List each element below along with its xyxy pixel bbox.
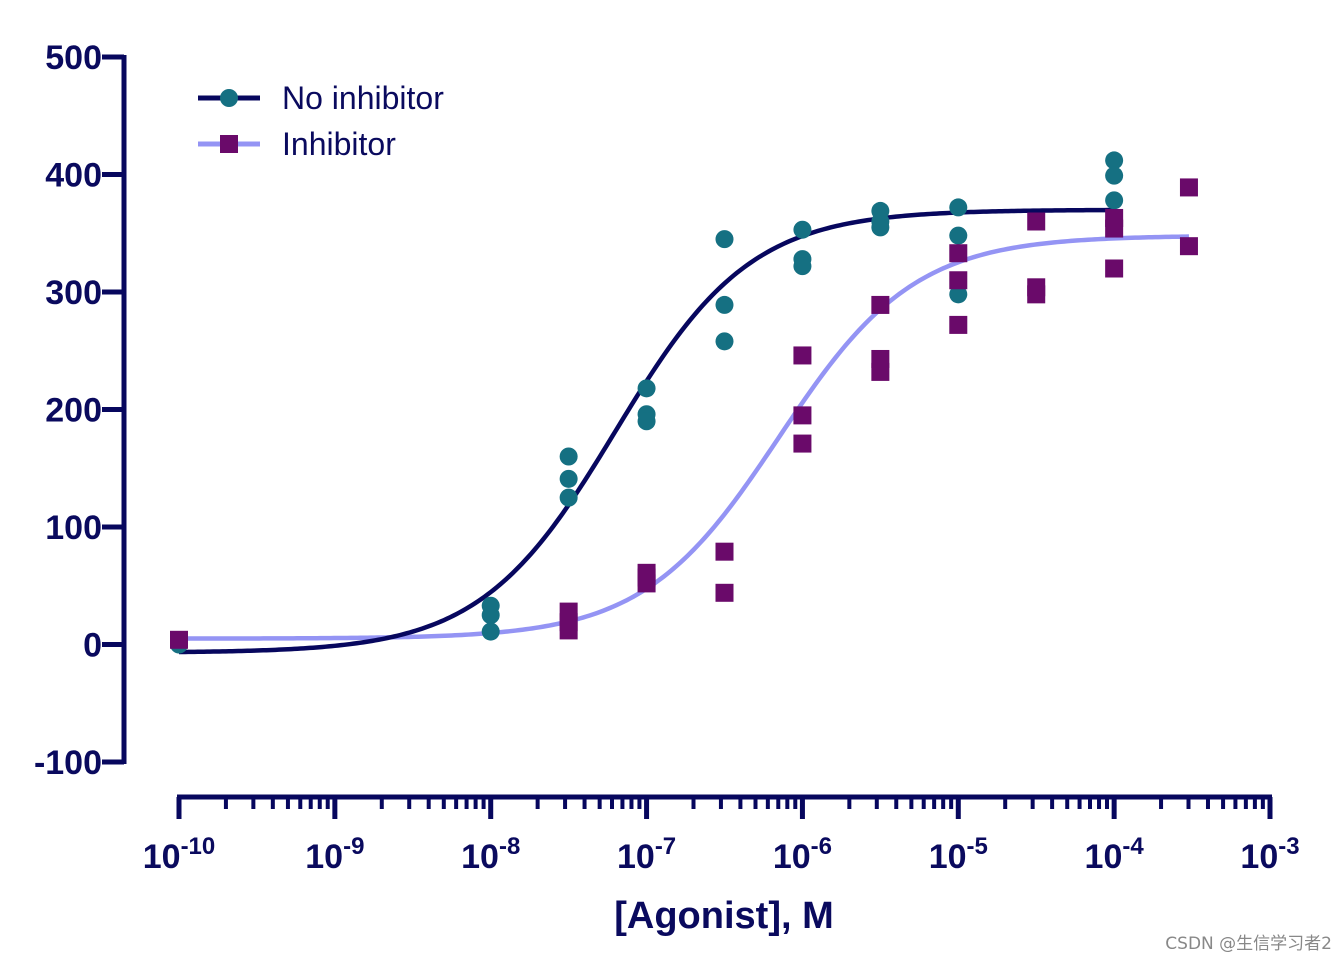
x-tick-base: 10 (305, 838, 343, 876)
point-no-inhibitor (1105, 151, 1124, 170)
point-no-inhibitor (559, 488, 578, 507)
x-tick-base: 10 (1085, 838, 1123, 876)
point-no-inhibitor (1105, 191, 1124, 210)
point-no-inhibitor (949, 285, 968, 304)
point-no-inhibitor (715, 332, 734, 351)
point-inhibitor (1179, 178, 1198, 197)
y-tick-label: 200 (45, 392, 102, 430)
fit-curves (178, 207, 1189, 655)
legend: No inhibitor Inhibitor (198, 80, 444, 162)
point-inhibitor (793, 346, 812, 365)
point-inhibitor (1105, 259, 1124, 278)
x-tick-exponent: -7 (655, 833, 676, 860)
x-tick-label: 10-3 (1240, 833, 1299, 876)
legend-label-inhibitor: Inhibitor (282, 126, 396, 162)
point-inhibitor (949, 315, 968, 334)
point-inhibitor (559, 621, 578, 640)
x-tick-base: 10 (1240, 838, 1278, 876)
point-no-inhibitor (559, 447, 578, 466)
x-tick-exponent: -10 (181, 833, 216, 860)
x-tick-base: 10 (143, 838, 181, 876)
point-no-inhibitor (1105, 166, 1124, 185)
point-no-inhibitor (559, 469, 578, 488)
point-inhibitor (793, 434, 812, 453)
point-no-inhibitor (949, 198, 968, 217)
y-tick-label: -100 (34, 744, 102, 782)
x-tick-label: 10-8 (461, 833, 520, 876)
x-tick-base: 10 (461, 838, 499, 876)
point-inhibitor (1105, 219, 1124, 238)
x-tick-label: 10-7 (617, 833, 676, 876)
legend-label-no-inhibitor: No inhibitor (282, 80, 444, 116)
x-tick-base: 10 (929, 838, 967, 876)
point-inhibitor (1179, 237, 1198, 256)
point-inhibitor (871, 362, 890, 381)
x-tick-exponent: -4 (1122, 833, 1144, 860)
point-no-inhibitor (637, 379, 656, 398)
fit-curve-inhibitor (179, 234, 1189, 641)
x-tick-exponent: -6 (811, 833, 832, 860)
x-tick-label: 10-5 (929, 833, 988, 876)
point-no-inhibitor (793, 220, 812, 239)
point-inhibitor (1027, 212, 1046, 231)
x-tick-exponent: -8 (499, 833, 520, 860)
point-no-inhibitor (481, 622, 500, 641)
x-tick-exponent: -9 (343, 833, 364, 860)
x-axis-title: [Agonist], M (614, 895, 834, 937)
data-points (170, 151, 1198, 654)
point-inhibitor (170, 630, 188, 649)
legend-marker-inhibitor (220, 135, 238, 153)
point-no-inhibitor (715, 295, 734, 314)
watermark: CSDN @生信学习者2 (1165, 934, 1332, 954)
x-tick-exponent: -5 (967, 833, 988, 860)
point-no-inhibitor (715, 230, 734, 249)
point-no-inhibitor (637, 412, 656, 431)
x-tick-label: 10-10 (143, 833, 216, 876)
point-inhibitor (793, 406, 812, 425)
x-tick-base: 10 (773, 838, 811, 876)
y-axis: -100 0 100 200 300 400 500 (34, 39, 127, 782)
y-tick-label: 400 (45, 157, 102, 195)
point-inhibitor (1027, 285, 1046, 304)
point-inhibitor (871, 295, 890, 314)
x-axis: 10-10 10-9 10-8 10-7 10-6 10-5 10-4 10-3 (143, 794, 1300, 876)
y-tick-label: 500 (45, 39, 102, 77)
x-tick-base: 10 (617, 838, 655, 876)
x-tick-exponent: -3 (1278, 833, 1299, 860)
x-tick-label: 10-9 (305, 833, 364, 876)
point-no-inhibitor (793, 257, 812, 276)
y-tick-label: 300 (45, 274, 102, 312)
point-no-inhibitor (949, 226, 968, 245)
point-inhibitor (637, 574, 656, 593)
point-inhibitor (715, 583, 734, 602)
point-no-inhibitor (871, 218, 890, 237)
point-inhibitor (949, 244, 968, 263)
point-inhibitor (715, 542, 734, 561)
point-no-inhibitor (481, 606, 500, 625)
legend-marker-no-inhibitor (220, 89, 238, 107)
y-tick-label: 100 (45, 509, 102, 547)
x-tick-label: 10-4 (1085, 833, 1145, 876)
y-tick-label: 0 (83, 627, 102, 665)
point-inhibitor (949, 271, 968, 290)
x-tick-label: 10-6 (773, 833, 832, 876)
